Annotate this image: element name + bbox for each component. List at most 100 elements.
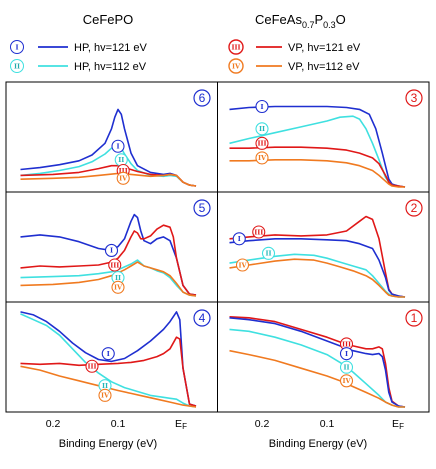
legend-marker-II: II: [14, 63, 20, 71]
curve-marker-panel1-III: III: [342, 340, 351, 348]
curve-marker-panel3-III: III: [257, 140, 266, 148]
curve-panel4-IV: [20, 365, 197, 408]
curve-marker-panel1-IV: IV: [342, 377, 351, 385]
curve-panel2-I: [229, 238, 406, 298]
curve-panel5-III: [20, 224, 197, 296]
curve-marker-panel1-II: II: [343, 364, 349, 372]
curve-marker-circle-panel3-IV: [255, 151, 269, 165]
curve-panel4-III: [20, 336, 197, 407]
legend-marker-I-circle: [10, 40, 24, 54]
curve-marker-panel2-I: I: [238, 235, 241, 243]
curve-marker-circle-panel3-I: [255, 99, 269, 114]
curve-panel2-IV: [229, 258, 405, 298]
curve-marker-circle-panel4-I: [101, 347, 115, 361]
legend-item-III: III VP, hv=121 eV: [228, 39, 361, 55]
curve-panel1-II: [229, 328, 405, 408]
curve-panel1-III: [229, 316, 406, 408]
tick-label-ef-right: EF: [392, 418, 404, 431]
header-cefeasp-main: CeFeAs: [255, 12, 302, 27]
curve-marker-circle-panel2-IV: [235, 258, 250, 272]
legend-marker-IV: IV: [232, 63, 241, 71]
curve-marker-circle-panel6-IV: [116, 171, 130, 185]
curve-marker-circle-panel3-II: [255, 122, 269, 136]
curve-marker-panel6-III: III: [119, 167, 128, 175]
curve-marker-panel6-IV: IV: [119, 175, 128, 183]
curve-marker-panel1-I: I: [345, 350, 348, 358]
curve-marker-panel6-II: II: [118, 156, 124, 164]
curve-marker-circle-panel1-II: [339, 360, 354, 374]
curve-marker-circle-panel1-I: [339, 347, 354, 361]
legend-right: III VP, hv=121 eV IV VP, hv=112 eV: [228, 39, 361, 74]
curve-marker-panel4-II: II: [102, 382, 108, 390]
curve-panel4-II: [20, 313, 197, 408]
legend-marker-III-circle: [228, 39, 244, 55]
curve-marker-panel2-II: II: [265, 250, 271, 258]
tick-label-0.2-right: 0.2: [255, 418, 270, 430]
tick-label-0.2-left: 0.2: [46, 418, 61, 430]
curve-marker-panel5-II: II: [115, 274, 121, 282]
panel-number-circle-3: [405, 89, 423, 107]
curve-marker-panel4-I: I: [107, 350, 110, 358]
legend-marker-III: III: [231, 44, 240, 52]
panel-number-6: 6: [199, 91, 206, 105]
legend-marker-IV-circle: [228, 58, 244, 74]
xaxis-left: 0.2 0.1 EF Binding Energy (eV): [46, 418, 187, 450]
curve-panel1-IV: [229, 349, 405, 408]
panel-number-1: 1: [411, 311, 418, 325]
panel-number-4: 4: [199, 311, 206, 325]
legend-label-IV: VP, hv=112 eV: [288, 61, 360, 73]
curve-panel5-II: [20, 259, 197, 297]
curve-panel6-IV: [20, 172, 197, 187]
curve-marker-circle-panel1-IV: [339, 374, 354, 388]
tick-label-ef-left-main: E: [175, 418, 182, 430]
curve-marker-panel3-I: I: [260, 103, 263, 111]
curve-marker-circle-panel3-III: [255, 136, 269, 150]
legend-marker-II-circle: [10, 59, 24, 73]
panels-grid: 6IIIIIIIV5IIIIIIIV4IIIIIIIV3IIIIIIIV2III…: [20, 89, 423, 408]
curve-marker-panel5-I: I: [110, 247, 113, 255]
curve-panel3-I: [229, 105, 406, 188]
curve-marker-panel5-IV: IV: [114, 284, 123, 292]
curve-marker-panel5-III: III: [110, 261, 119, 269]
curve-marker-circle-panel2-III: [252, 225, 266, 239]
panel-number-2: 2: [411, 201, 418, 215]
panel-number-circle-2: [405, 199, 423, 217]
tick-label-0.1-left: 0.1: [111, 418, 126, 430]
curve-marker-circle-panel4-IV: [98, 388, 112, 402]
panel-number-3: 3: [411, 91, 418, 105]
legend-left: I HP, hv=121 eV II HP, hv=112 eV: [10, 40, 148, 73]
curve-panel4-I: [20, 311, 197, 407]
header-cefeasp: CeFeAs0.7P0.3O: [255, 12, 346, 30]
panel-number-5: 5: [199, 201, 206, 215]
tick-label-ef-right-main: E: [392, 418, 399, 430]
curve-panel5-IV: [20, 261, 197, 297]
header-cefeasp-p: P: [314, 12, 323, 27]
curve-marker-circle-panel5-III: [108, 258, 122, 272]
curve-marker-circle-panel5-I: [104, 243, 119, 257]
panel-number-circle-4: [193, 309, 211, 327]
curve-marker-panel6-I: I: [116, 143, 119, 151]
curve-marker-circle-panel4-III: [85, 359, 99, 373]
curve-marker-circle-panel6-I: [111, 139, 125, 153]
curve-panel3-III: [229, 146, 406, 188]
legend-label-I: HP, hv=121 eV: [74, 42, 148, 54]
curve-marker-panel4-III: III: [87, 363, 96, 371]
legend-item-II: II HP, hv=112 eV: [10, 59, 147, 73]
legend-item-IV: IV VP, hv=112 eV: [228, 58, 360, 74]
curve-marker-circle-panel5-IV: [111, 280, 125, 294]
curve-marker-panel2-IV: IV: [238, 261, 247, 269]
header-cefepo: CeFePO: [83, 12, 134, 27]
legend-marker-I: I: [15, 44, 18, 52]
xaxis-label-right: Binding Energy (eV): [269, 438, 367, 450]
header-sub-07: 0.7: [302, 20, 315, 30]
header-sub-03: 0.3: [323, 20, 336, 30]
tick-label-ef-right-sub: F: [399, 422, 404, 431]
legend-item-I: I HP, hv=121 eV: [10, 40, 148, 54]
curve-marker-panel2-III: III: [254, 228, 263, 236]
curve-panel5-I: [20, 213, 197, 296]
curve-marker-panel3-II: II: [259, 125, 265, 133]
